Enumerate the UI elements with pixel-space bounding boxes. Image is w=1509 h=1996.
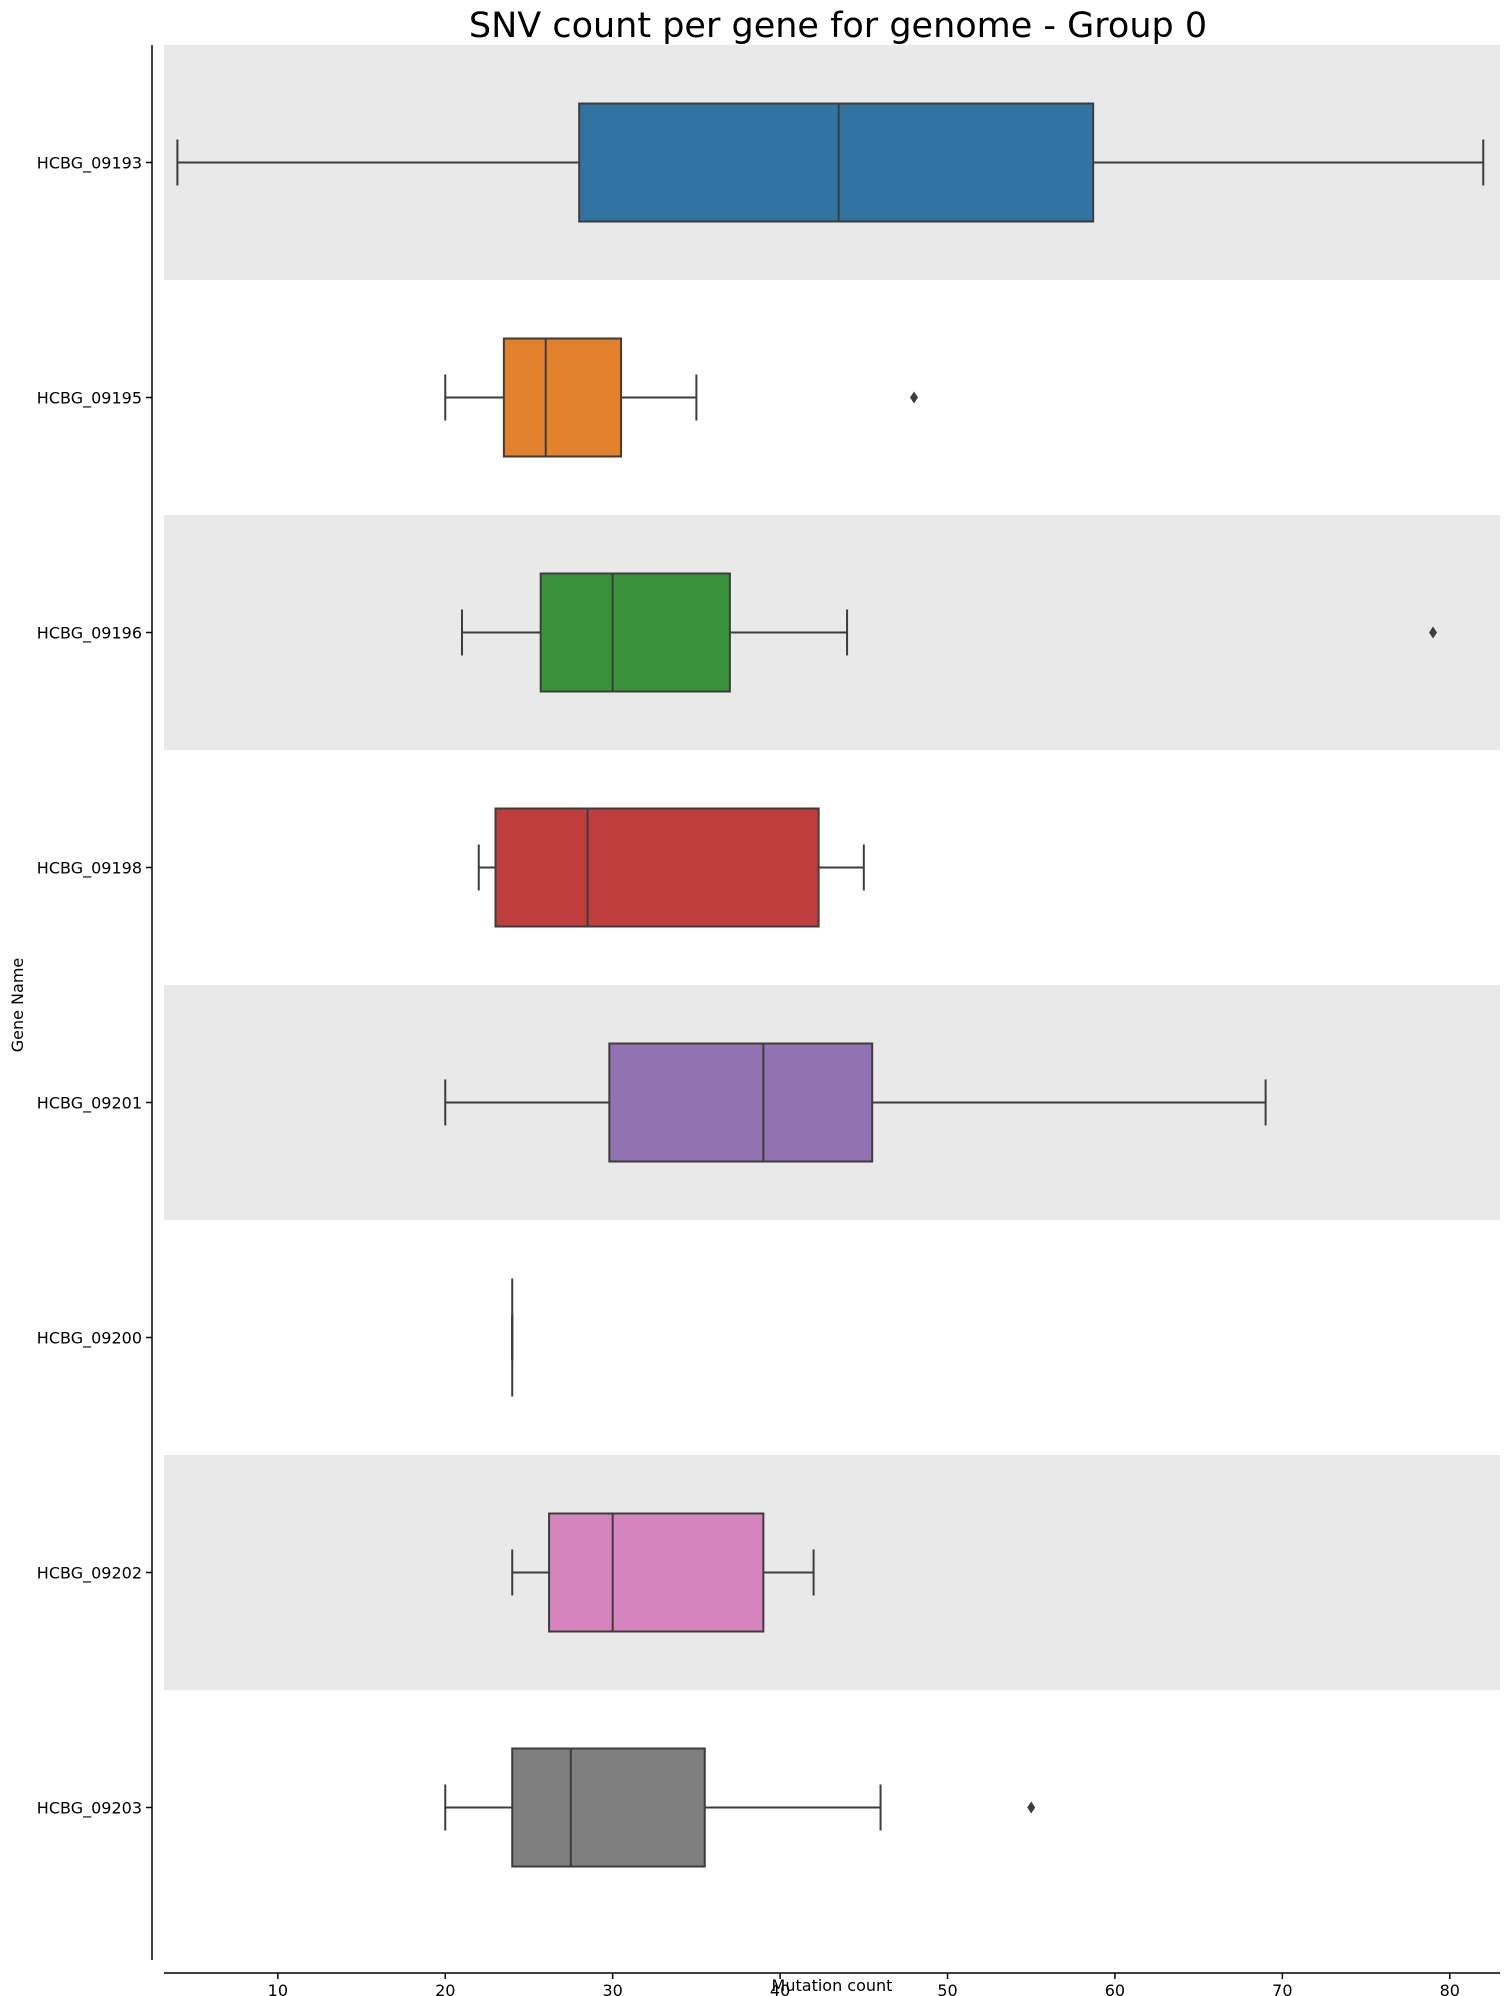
box-iqr <box>548 1512 765 1633</box>
box-group <box>444 1042 1267 1163</box>
x-tick-label: 70 <box>1272 1981 1292 1996</box>
y-tick-label: HCBG_09200 <box>37 1329 142 1349</box>
box-iqr <box>539 572 731 693</box>
box-iqr <box>502 337 623 458</box>
x-tick-label: 20 <box>435 1981 455 1996</box>
y-tick-label: HCBG_09201 <box>37 1094 142 1114</box>
box-group <box>511 1512 815 1633</box>
box-iqr <box>608 1042 874 1163</box>
x-axis-ticks: 10 20 30 40 50 60 70 80 <box>268 1973 1460 1996</box>
outlier-point <box>1429 626 1438 639</box>
y-tick-label: HCBG_09202 <box>37 1564 142 1584</box>
x-axis-label: Mutation count <box>772 1976 893 1995</box>
outlier-point <box>1027 1801 1036 1814</box>
box-iqr <box>511 1747 706 1868</box>
y-tick-label: HCBG_09193 <box>37 154 142 174</box>
x-tick-label: 50 <box>937 1981 957 1996</box>
box-iqr <box>494 807 820 928</box>
box-group <box>176 102 1485 223</box>
x-tick-label: 10 <box>268 1981 288 1996</box>
row-band <box>164 1455 1500 1690</box>
chart-title: SNV count per gene for genome - Group 0 <box>469 6 1207 46</box>
box-group <box>444 337 919 458</box>
x-tick-label: 80 <box>1440 1981 1460 1996</box>
y-tick-label: HCBG_09195 <box>37 389 142 409</box>
y-tick-label: HCBG_09203 <box>37 1799 142 1819</box>
box-iqr <box>578 102 1095 223</box>
x-tick-label: 30 <box>603 1981 623 1996</box>
box-group <box>444 1747 1036 1868</box>
x-tick-label: 60 <box>1105 1981 1125 1996</box>
y-axis-ticks: HCBG_09193 HCBG_09195 HCBG_09196 HCBG_09198… <box>37 154 152 1819</box>
box-series <box>176 102 1485 1868</box>
y-axis-label: Gene Name <box>8 958 27 1053</box>
x-tick-label: 40 <box>770 1981 790 1996</box>
box-group <box>461 572 1438 693</box>
box-group <box>477 807 865 928</box>
y-tick-label: HCBG_09196 <box>37 624 142 644</box>
outlier-point <box>910 391 919 404</box>
y-tick-label: HCBG_09198 <box>37 859 142 879</box>
